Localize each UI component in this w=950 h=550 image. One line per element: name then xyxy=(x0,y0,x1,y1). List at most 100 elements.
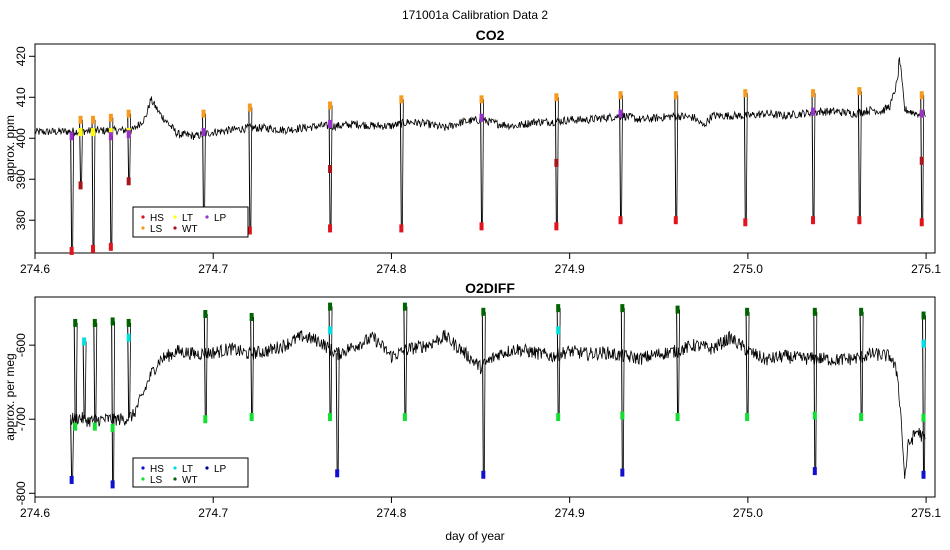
legend-swatch-wt xyxy=(173,477,177,481)
marker-hs xyxy=(811,216,816,225)
calibration-excursion xyxy=(250,107,253,231)
calibration-excursion xyxy=(815,311,818,472)
legend-swatch-ls xyxy=(141,226,145,230)
x-tick-label: 274.6 xyxy=(20,506,50,520)
marker-ls xyxy=(126,109,131,118)
calibration-excursion xyxy=(678,309,680,418)
marker-wt xyxy=(481,307,486,316)
legend-swatch-hs xyxy=(141,215,145,219)
marker-lt xyxy=(82,337,87,346)
x-tick-label: 274.8 xyxy=(376,262,406,276)
marker-wt xyxy=(73,318,78,327)
marker-lt xyxy=(108,128,113,137)
plot-frame xyxy=(34,296,936,498)
y-tick-label: -700 xyxy=(14,407,28,431)
legend-label-ls: LS xyxy=(150,224,163,235)
marker-hs xyxy=(620,468,625,477)
legend-swatch-lt xyxy=(173,215,177,219)
calibration-excursion xyxy=(922,315,925,475)
x-tick-label: 274.6 xyxy=(20,262,50,276)
legend-swatch-ls xyxy=(141,477,145,481)
calibration-excursion xyxy=(620,308,623,473)
x-tick-label: 275.1 xyxy=(911,262,941,276)
calibration-excursion xyxy=(330,306,333,418)
marker-ls xyxy=(673,91,678,100)
marker-ls xyxy=(328,101,333,110)
calibration-excursion xyxy=(556,308,559,418)
marker-lt xyxy=(126,333,131,342)
marker-hs xyxy=(919,218,924,227)
legend-label-ls: LS xyxy=(150,475,163,486)
calibration-excursion xyxy=(481,311,484,475)
calibration-excursion xyxy=(70,131,73,251)
marker-ls xyxy=(745,413,750,421)
x-tick-label: 274.7 xyxy=(198,506,228,520)
x-tick-label: 275.1 xyxy=(911,506,941,520)
marker-ls xyxy=(328,413,333,421)
marker-hs xyxy=(399,224,404,233)
y-tick-label: 380 xyxy=(14,210,28,230)
calibration-excursion xyxy=(70,419,73,480)
calibration-excursion xyxy=(73,322,76,427)
legend-swatch-lp xyxy=(205,215,209,219)
x-tick-label: 275.0 xyxy=(733,262,763,276)
calibration-excursion xyxy=(91,119,94,249)
y-tick-label: -800 xyxy=(14,481,28,505)
y-axis-label: approx. per meg xyxy=(3,353,17,440)
y-tick-label: -600 xyxy=(14,333,28,357)
marker-lt xyxy=(921,339,926,348)
marker-lp xyxy=(126,130,131,139)
marker-wt xyxy=(92,318,97,327)
x-tick-label: 274.9 xyxy=(555,262,585,276)
calibration-excursion xyxy=(113,321,116,485)
calibration-excursion xyxy=(859,91,862,221)
marker-lt xyxy=(78,128,83,137)
marker-lp xyxy=(108,132,113,141)
legend-label-hs: HS xyxy=(150,464,164,475)
panel-title: CO2 xyxy=(476,27,505,43)
marker-ls xyxy=(811,89,816,98)
calibration-excursion xyxy=(813,311,816,472)
marker-wt xyxy=(328,302,333,311)
calibration-excursion xyxy=(72,131,75,251)
marker-ls xyxy=(618,91,623,100)
legend-swatch-lp xyxy=(205,466,209,470)
calibration-excursion xyxy=(405,306,408,418)
legend-label-lt: LT xyxy=(182,213,193,224)
marker-hs xyxy=(921,470,926,479)
marker-wt xyxy=(556,304,561,313)
marker-lp xyxy=(201,128,206,137)
y-tick-label: 390 xyxy=(14,169,28,189)
marker-lp xyxy=(328,119,333,128)
legend-label-lp: LP xyxy=(214,464,227,475)
calibration-excursion xyxy=(558,308,561,418)
marker-hs xyxy=(479,222,484,231)
marker-wt xyxy=(126,318,131,327)
marker-ls xyxy=(399,95,404,104)
legend-label-wt: WT xyxy=(182,475,198,486)
y-tick-label: 400 xyxy=(14,128,28,148)
calibration-excursion xyxy=(859,311,862,418)
calibration-excursion xyxy=(328,306,331,418)
x-tick-label: 274.9 xyxy=(555,506,585,520)
calibration-excursion xyxy=(75,322,78,427)
calibration-excursion xyxy=(203,314,206,420)
marker-hs xyxy=(554,222,559,231)
data-trace xyxy=(70,329,926,479)
x-axis-label: day of year xyxy=(445,529,504,543)
marker-wt xyxy=(919,156,924,165)
marker-hs xyxy=(247,226,252,235)
calibration-excursion xyxy=(111,321,114,485)
calibration-excursion xyxy=(399,99,402,229)
calibration-excursion xyxy=(84,341,87,419)
marker-ls xyxy=(201,109,206,118)
marker-wt xyxy=(554,158,559,167)
marker-ls xyxy=(92,422,97,431)
marker-hs xyxy=(857,216,862,225)
calibration-excursion xyxy=(747,311,750,418)
marker-lp xyxy=(618,109,623,118)
marker-hs xyxy=(481,470,486,479)
calibration-excursion xyxy=(857,91,860,221)
marker-ls xyxy=(247,103,252,112)
calibration-excursion xyxy=(205,314,208,420)
